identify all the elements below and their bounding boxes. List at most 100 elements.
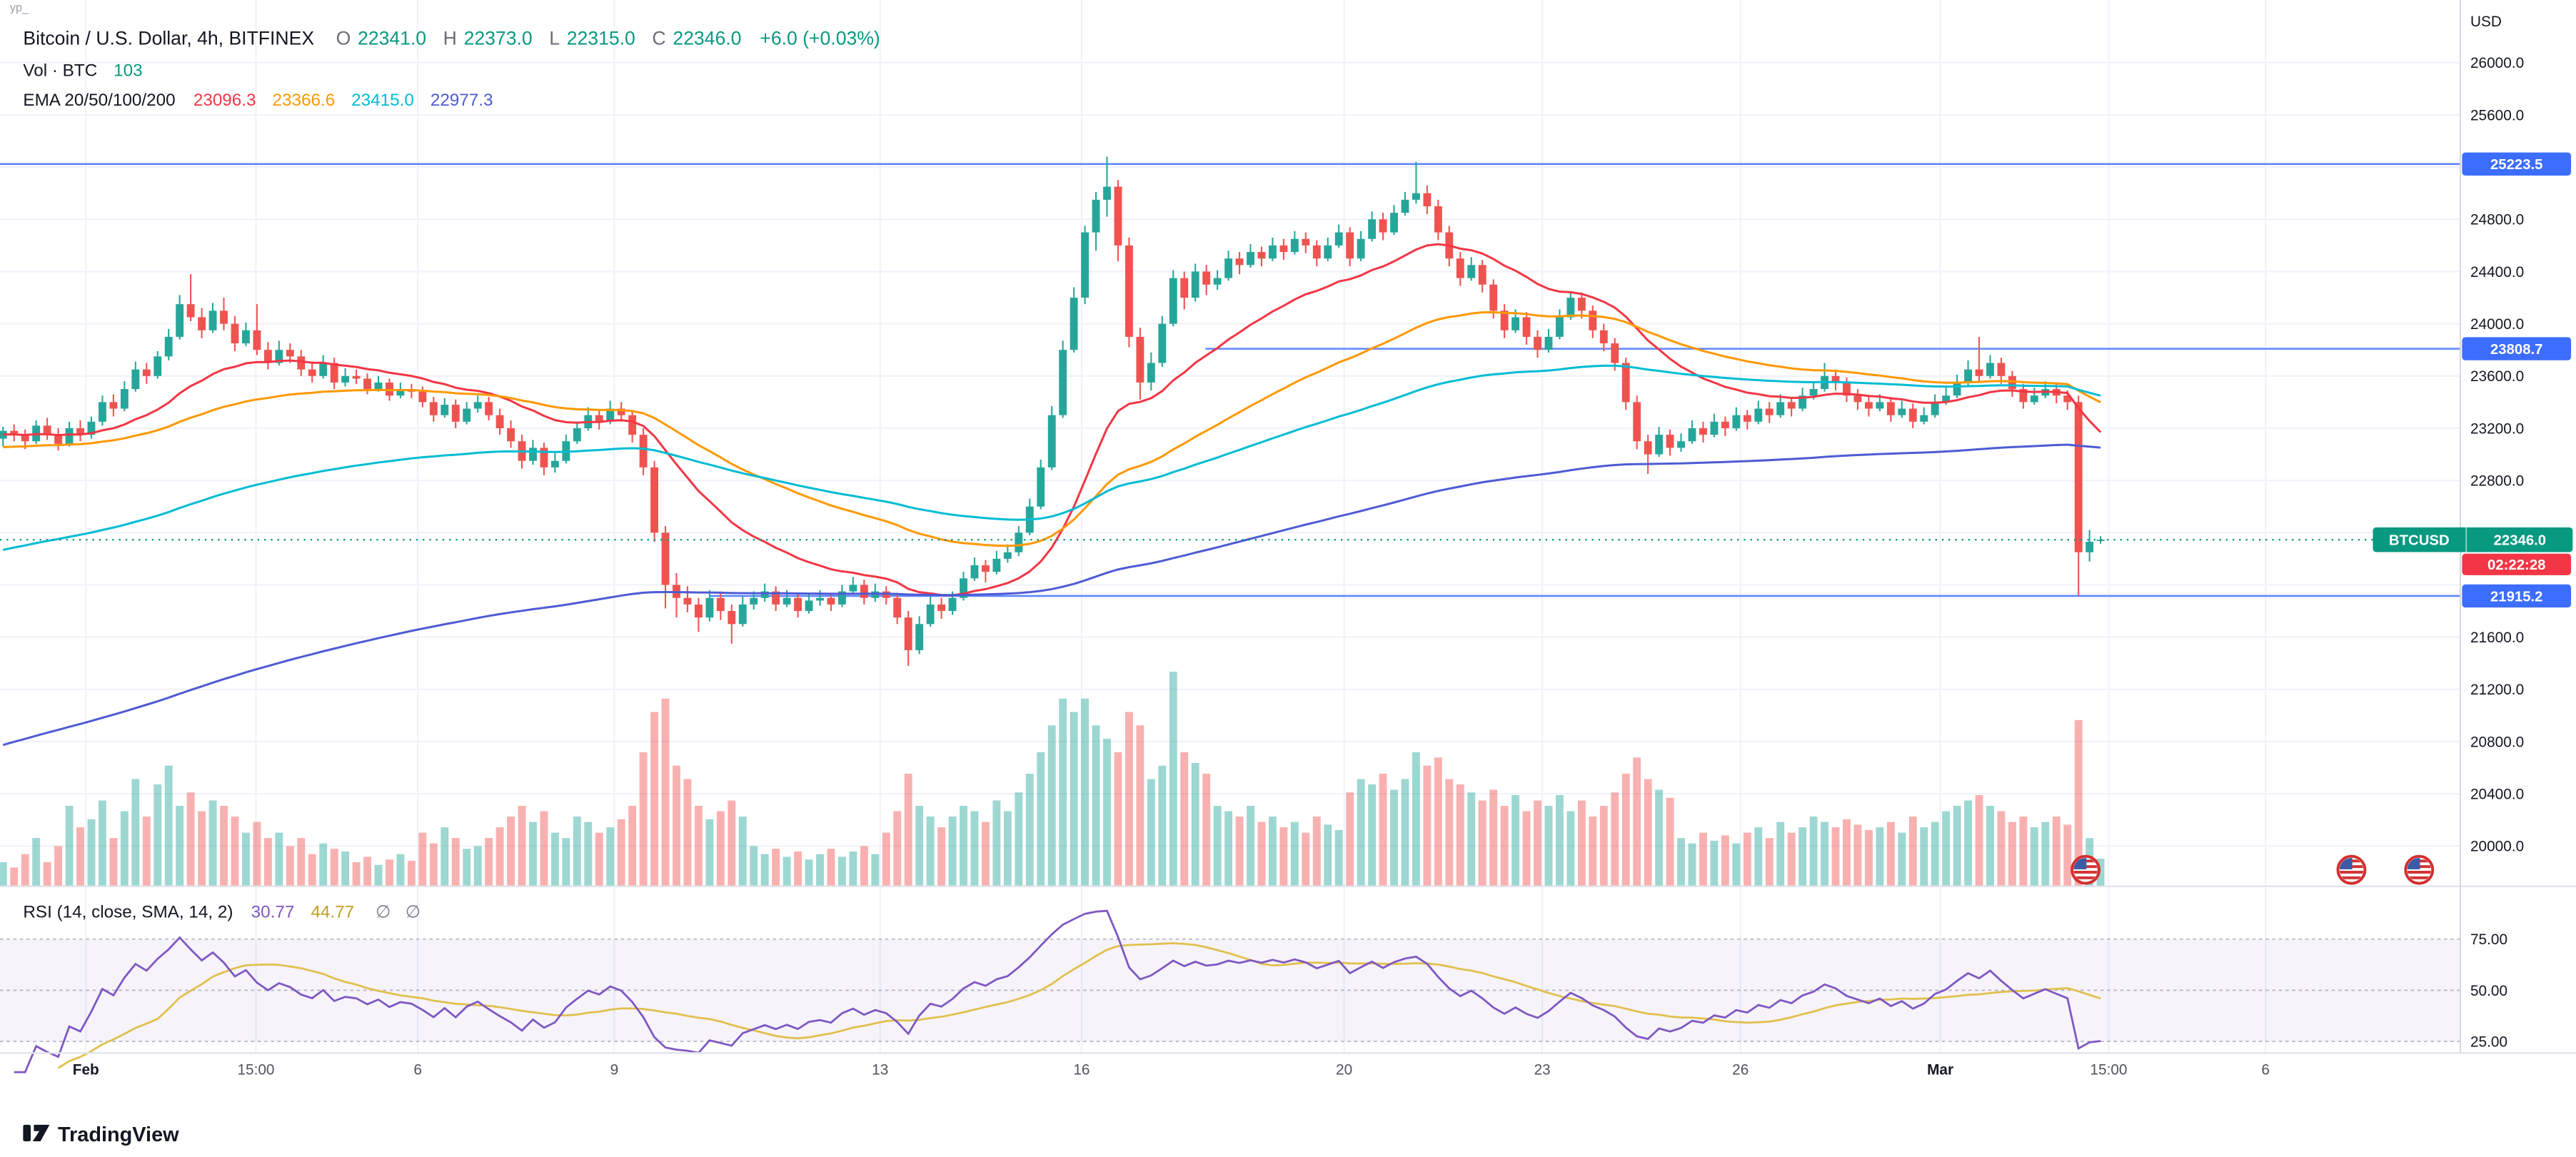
candle-body bbox=[595, 415, 603, 422]
candle-body bbox=[308, 369, 316, 376]
candle-body bbox=[1765, 408, 1773, 415]
us-economic-event-icon[interactable] bbox=[2072, 857, 2099, 884]
rsi-tick-label: 75.00 bbox=[2470, 931, 2507, 948]
volume-bar bbox=[242, 832, 250, 886]
volume-bar bbox=[960, 806, 967, 886]
candle-body bbox=[65, 428, 74, 444]
volume-bar bbox=[396, 854, 405, 886]
candle-body bbox=[109, 402, 118, 409]
volume-bar bbox=[32, 838, 41, 886]
last-price-label bbox=[2373, 527, 2573, 552]
ohlc-change: +6.0 (+0.03%) bbox=[760, 27, 880, 49]
volume-bar bbox=[1544, 806, 1553, 886]
ema-20-line bbox=[3, 243, 2102, 597]
rsi-sma-line bbox=[57, 942, 2101, 1069]
candle-body bbox=[1511, 317, 1520, 330]
volume-bar bbox=[1169, 672, 1177, 886]
volume-bar bbox=[142, 817, 151, 886]
candle-body bbox=[1544, 336, 1553, 350]
volume-bar bbox=[540, 811, 548, 886]
volume-indicator-label[interactable]: Vol · BTC bbox=[23, 61, 97, 80]
ema-50-line bbox=[3, 311, 2101, 547]
candle-body bbox=[529, 448, 537, 461]
candle-body bbox=[1279, 245, 1288, 253]
volume-bar bbox=[1269, 817, 1277, 886]
volume-bar bbox=[1633, 757, 1641, 886]
volume-bar bbox=[407, 861, 416, 886]
us-economic-event-icon[interactable] bbox=[2405, 857, 2432, 884]
volume-bar bbox=[926, 817, 935, 886]
rsi-indicator-label[interactable]: RSI (14, close, SMA, 14, 2) bbox=[23, 903, 233, 922]
ohlc-open-value: 22341.0 bbox=[358, 27, 426, 49]
symbol-title[interactable]: Bitcoin / U.S. Dollar, 4h, BITFINEX bbox=[23, 27, 314, 49]
volume-bar bbox=[1390, 789, 1398, 886]
candle-body bbox=[176, 304, 184, 337]
candle-body bbox=[750, 597, 758, 605]
candle-body bbox=[1942, 395, 1951, 403]
candle-body bbox=[992, 558, 1001, 572]
volume-bar bbox=[1312, 817, 1321, 886]
volume-bar bbox=[1975, 795, 1983, 886]
candle-body bbox=[54, 435, 63, 444]
volume-bar bbox=[1920, 827, 1928, 886]
volume-bar bbox=[1688, 843, 1696, 886]
rsi-tick-label: 25.00 bbox=[2470, 1034, 2507, 1051]
candle-body bbox=[550, 460, 559, 468]
ohlc-high-key: H bbox=[443, 27, 457, 49]
ema-indicator-label[interactable]: EMA 20/50/100/200 bbox=[23, 91, 175, 110]
rsi-value: 30.77 bbox=[251, 903, 295, 922]
volume-bar bbox=[363, 857, 371, 886]
ema-100-line bbox=[2, 364, 2101, 551]
tradingview-logo[interactable]: TradingView bbox=[23, 1123, 179, 1146]
candle-body bbox=[1357, 238, 1365, 259]
candle-body bbox=[1180, 278, 1189, 298]
candle-body bbox=[1931, 402, 1939, 415]
candle-body bbox=[1688, 428, 1696, 442]
volume-bar bbox=[1324, 824, 1332, 886]
candle-body bbox=[738, 604, 747, 625]
currency-label[interactable]: USD bbox=[2470, 14, 2502, 30]
candle-body bbox=[1401, 199, 1409, 213]
volume-bar bbox=[1556, 795, 1564, 886]
volume-bar bbox=[1611, 792, 1619, 886]
ohlc-high-value: 22373.0 bbox=[464, 27, 533, 49]
volume-bar bbox=[1346, 792, 1354, 886]
price-axis[interactable]: 25223.5 23808.7 21915.2 BTCUSD 22346.0 02:22:… bbox=[2373, 55, 2573, 1051]
price-tick-label: 21600.0 bbox=[2470, 630, 2524, 646]
candle-body bbox=[1247, 252, 1254, 266]
volume-bar bbox=[297, 838, 306, 886]
candle-body bbox=[220, 310, 228, 324]
volume-bar bbox=[904, 773, 912, 886]
ema50-value: 23366.6 bbox=[272, 91, 335, 110]
candle-body bbox=[2019, 389, 2028, 403]
volume-bar bbox=[418, 832, 427, 886]
us-economic-event-icon[interactable] bbox=[2338, 857, 2365, 884]
volume-bar bbox=[1589, 817, 1597, 886]
candle-body bbox=[1864, 402, 1873, 409]
volume-bar bbox=[1931, 822, 1939, 886]
candle-body bbox=[650, 467, 658, 533]
candle-body bbox=[507, 428, 515, 442]
candle-body bbox=[1611, 343, 1619, 363]
events-layer[interactable] bbox=[2072, 857, 2432, 884]
ohlc-low-key: L bbox=[549, 27, 560, 49]
ohlc-low-value: 22315.0 bbox=[567, 27, 635, 49]
volume-bar bbox=[352, 862, 361, 886]
volume-bar bbox=[1809, 817, 1818, 886]
time-tick-label: Feb bbox=[73, 1061, 99, 1078]
volume-bar bbox=[1147, 779, 1155, 886]
candle-body bbox=[1776, 402, 1785, 415]
candle-body bbox=[1997, 363, 2006, 376]
volume-bar bbox=[1235, 817, 1244, 886]
volume-bar bbox=[1843, 819, 1851, 886]
candle-body bbox=[1235, 258, 1244, 266]
volume-bar bbox=[1577, 800, 1586, 886]
candle-body bbox=[1467, 265, 1476, 278]
volume-bar bbox=[1059, 698, 1067, 886]
volume-bar bbox=[2019, 817, 2028, 886]
time-axis[interactable]: Feb 15:00 6 9 13 16 20 23 26 Mar 15:00 6 bbox=[73, 1061, 2270, 1078]
volume-bar bbox=[208, 800, 217, 886]
volume-bar bbox=[750, 846, 758, 886]
grid-layer bbox=[0, 0, 2461, 1054]
